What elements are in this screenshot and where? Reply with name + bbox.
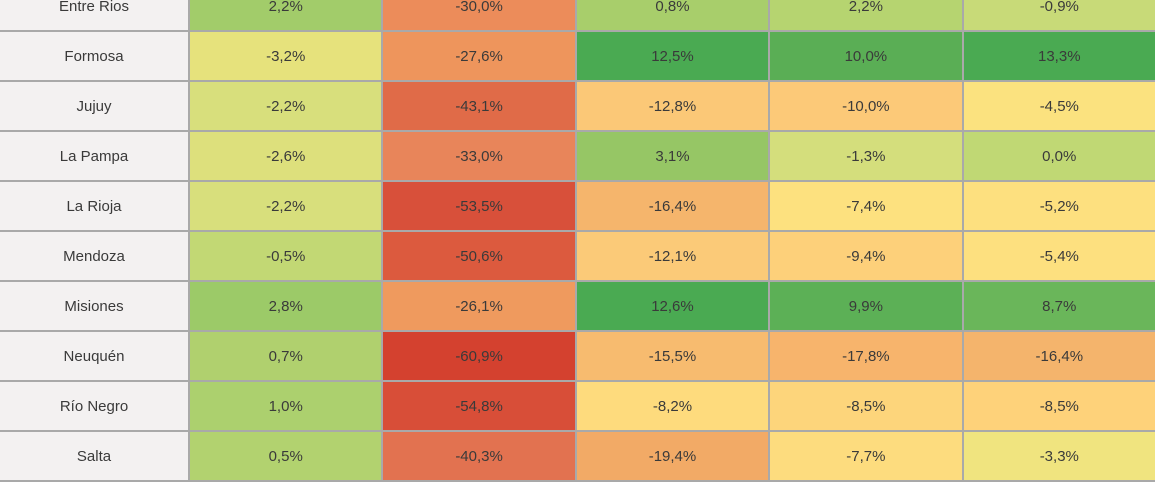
value-cell: -0,9% bbox=[961, 0, 1155, 32]
value-cell: -54,8% bbox=[381, 380, 577, 432]
province-label: Misiones bbox=[0, 280, 190, 332]
value-cell: -16,4% bbox=[961, 330, 1155, 382]
value-cell: 8,7% bbox=[961, 280, 1155, 332]
value-cell: -30,0% bbox=[381, 0, 577, 32]
province-label: La Pampa bbox=[0, 130, 190, 182]
value-cell: -8,5% bbox=[768, 380, 964, 432]
value-cell: -12,1% bbox=[574, 230, 771, 282]
table-row: Mendoza -0,5% -50,6% -12,1% -9,4% -5,4% bbox=[0, 230, 1155, 282]
value-cell: -7,7% bbox=[768, 430, 964, 482]
table-row: Misiones 2,8% -26,1% 12,6% 9,9% 8,7% bbox=[0, 280, 1155, 332]
province-label: Neuquén bbox=[0, 330, 190, 382]
province-label: La Rioja bbox=[0, 180, 190, 232]
table-row: Entre Rios 2,2% -30,0% 0,8% 2,2% -0,9% bbox=[0, 0, 1155, 32]
table-row: Río Negro 1,0% -54,8% -8,2% -8,5% -8,5% bbox=[0, 380, 1155, 432]
value-cell: -15,5% bbox=[574, 330, 771, 382]
value-cell: 12,5% bbox=[574, 30, 771, 82]
value-cell: -53,5% bbox=[381, 180, 577, 232]
value-cell: -16,4% bbox=[574, 180, 771, 232]
value-cell: -19,4% bbox=[574, 430, 771, 482]
value-cell: -10,0% bbox=[768, 80, 964, 132]
table-row: Salta 0,5% -40,3% -19,4% -7,7% -3,3% bbox=[0, 430, 1155, 482]
value-cell: -50,6% bbox=[381, 230, 577, 282]
value-cell: 2,2% bbox=[187, 0, 384, 32]
value-cell: 1,0% bbox=[187, 380, 384, 432]
value-cell: 2,8% bbox=[187, 280, 384, 332]
table-row: La Rioja -2,2% -53,5% -16,4% -7,4% -5,2% bbox=[0, 180, 1155, 232]
value-cell: -1,3% bbox=[768, 130, 964, 182]
value-cell: -26,1% bbox=[381, 280, 577, 332]
province-label: Río Negro bbox=[0, 380, 190, 432]
value-cell: 0,8% bbox=[574, 0, 771, 32]
value-cell: -5,2% bbox=[961, 180, 1155, 232]
value-cell: -43,1% bbox=[381, 80, 577, 132]
value-cell: -2,2% bbox=[187, 180, 384, 232]
province-label: Jujuy bbox=[0, 80, 190, 132]
value-cell: -8,5% bbox=[961, 380, 1155, 432]
value-cell: -2,6% bbox=[187, 130, 384, 182]
value-cell: 0,5% bbox=[187, 430, 384, 482]
province-label: Mendoza bbox=[0, 230, 190, 282]
value-cell: -60,9% bbox=[381, 330, 577, 382]
value-cell: -33,0% bbox=[381, 130, 577, 182]
value-cell: 2,2% bbox=[768, 0, 964, 32]
province-label: Formosa bbox=[0, 30, 190, 82]
table-row: Formosa -3,2% -27,6% 12,5% 10,0% 13,3% bbox=[0, 30, 1155, 82]
value-cell: -8,2% bbox=[574, 380, 771, 432]
value-cell: -4,5% bbox=[961, 80, 1155, 132]
value-cell: -7,4% bbox=[768, 180, 964, 232]
table-row: Neuquén 0,7% -60,9% -15,5% -17,8% -16,4% bbox=[0, 330, 1155, 382]
value-cell: -9,4% bbox=[768, 230, 964, 282]
value-cell: 10,0% bbox=[768, 30, 964, 82]
table-row: La Pampa -2,6% -33,0% 3,1% -1,3% 0,0% bbox=[0, 130, 1155, 182]
value-cell: -27,6% bbox=[381, 30, 577, 82]
value-cell: 12,6% bbox=[574, 280, 771, 332]
value-cell: 9,9% bbox=[768, 280, 964, 332]
value-cell: -40,3% bbox=[381, 430, 577, 482]
value-cell: 13,3% bbox=[961, 30, 1155, 82]
value-cell: -2,2% bbox=[187, 80, 384, 132]
province-label: Entre Rios bbox=[0, 0, 190, 32]
value-cell: 3,1% bbox=[574, 130, 771, 182]
value-cell: -0,5% bbox=[187, 230, 384, 282]
value-cell: -3,3% bbox=[961, 430, 1155, 482]
table-row: Jujuy -2,2% -43,1% -12,8% -10,0% -4,5% bbox=[0, 80, 1155, 132]
value-cell: -3,2% bbox=[187, 30, 384, 82]
value-cell: 0,0% bbox=[961, 130, 1155, 182]
value-cell: -5,4% bbox=[961, 230, 1155, 282]
value-cell: -17,8% bbox=[768, 330, 964, 382]
value-cell: -12,8% bbox=[574, 80, 771, 132]
value-cell: 0,7% bbox=[187, 330, 384, 382]
province-label: Salta bbox=[0, 430, 190, 482]
